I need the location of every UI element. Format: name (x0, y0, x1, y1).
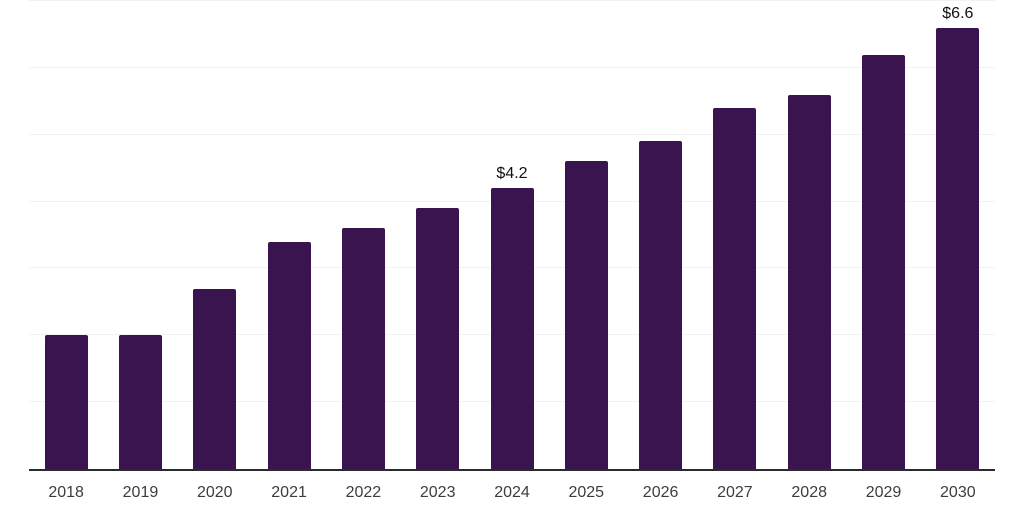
plot-area: $4.2 $6.6 (29, 0, 995, 469)
x-tick-label: 2019 (122, 484, 159, 501)
x-tick-label: 2020 (196, 484, 233, 501)
bar-2024 (490, 188, 534, 469)
bar-2019 (118, 335, 162, 469)
x-axis-labels: 2018 2019 2020 2021 2022 2023 2024 2025 2026 2027… (29, 484, 995, 506)
bar-2028 (787, 94, 831, 469)
data-label-2030: $6.6 (942, 4, 974, 22)
bar-2022 (341, 228, 385, 469)
x-tick-label: 2029 (865, 484, 902, 501)
x-tick-label: 2025 (568, 484, 605, 501)
gridline (29, 133, 995, 135)
x-tick-label: 2021 (271, 484, 307, 501)
gridline (29, 66, 995, 68)
x-tick-label: 2023 (419, 484, 456, 501)
x-tick-label: 2018 (48, 484, 84, 501)
bar-2026 (639, 141, 683, 469)
bar-2021 (267, 241, 311, 469)
x-tick-label: 2026 (642, 484, 679, 501)
bar-2018 (44, 335, 88, 469)
bar-2029 (862, 54, 906, 469)
bar-2020 (193, 288, 237, 469)
gridline (29, 0, 995, 1)
x-tick-label: 2027 (717, 484, 753, 501)
x-tick-label: 2030 (940, 484, 976, 501)
data-label-2024: $4.2 (496, 165, 528, 183)
bar-2030 (936, 27, 980, 469)
bar-2023 (416, 208, 460, 469)
x-tick-label: 2022 (345, 484, 382, 501)
x-tick-label: 2024 (494, 484, 530, 501)
bar-2025 (564, 161, 608, 469)
x-tick-label: 2028 (791, 484, 827, 501)
bar-2027 (713, 107, 757, 469)
x-axis-line (29, 469, 995, 471)
